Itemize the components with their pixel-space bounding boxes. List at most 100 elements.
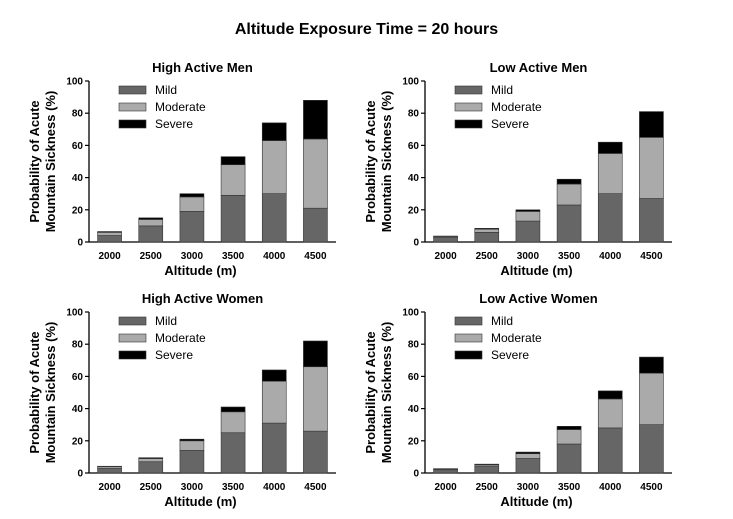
- panel-1-x-label: Altitude (m): [164, 263, 236, 278]
- panel-3-bar-severe-3500: [220, 406, 246, 413]
- panel-1-bar-severe-4500: [303, 100, 328, 140]
- panel-2-y-tick-label: 60: [408, 141, 420, 152]
- panel-4-y-label-line-2: Mountain Sickness (%): [379, 322, 394, 464]
- panel-4-bar-mild-2000: [433, 469, 458, 474]
- panel-3-y-tick-label: 80: [72, 340, 84, 351]
- panel-1-legend-label-mild: Mild: [155, 83, 177, 97]
- figure-title: Altitude Exposure Time = 20 hours: [234, 21, 499, 38]
- panel-4-legend-label-mild: Mild: [491, 314, 513, 328]
- panel-4-title: Low Active Women: [479, 291, 598, 306]
- panel-2-x-tick-label: 2000: [434, 251, 457, 262]
- panel-1-x-tick-label: 2000: [98, 251, 121, 262]
- panel-1-bar-mild-4500: [303, 207, 328, 243]
- panel-3-y-tick-label: 40: [72, 404, 84, 415]
- panel-1-bar-mild-2500: [138, 225, 164, 243]
- panel-3-bar-moderate-3000: [179, 440, 205, 451]
- panel-3-bar-severe-2500: [138, 457, 164, 459]
- panel-2-bar-severe-2500: [474, 228, 500, 230]
- panel-1-legend-swatch-mild: [118, 85, 147, 95]
- panel-3-bar-severe-4000: [261, 369, 287, 382]
- panel-1-bar-moderate-4000: [261, 140, 287, 195]
- panel-2-y-label-line-1: Probability of Acute: [363, 100, 378, 222]
- panel-1-x-tick-label: 3000: [181, 251, 204, 262]
- panel-3-legend-swatch-moderate: [118, 333, 147, 343]
- panel-1-bar-moderate-2000: [97, 232, 122, 236]
- panel-2-y-tick-label: 80: [408, 109, 420, 120]
- panel-2-bar-severe-4000: [597, 141, 623, 154]
- panel-3-bar-moderate-4000: [261, 380, 287, 424]
- panel-3-legend-swatch-severe: [118, 350, 147, 360]
- panel-4-x-tick-label: 3500: [558, 482, 581, 493]
- panel-2-bar-moderate-2500: [474, 228, 500, 233]
- panel-2-bar-mild-4500: [639, 198, 664, 243]
- panel-3-x-tick-label: 4500: [304, 482, 327, 493]
- panel-4-bar-severe-3000: [515, 451, 541, 454]
- panel-3-x-tick-label: 2000: [98, 482, 121, 493]
- panel-3-y-tick-label: 0: [77, 469, 83, 480]
- panel-2-y-tick-label: 40: [408, 173, 420, 184]
- panel-2-x-label: Altitude (m): [500, 263, 572, 278]
- panel-4-bar-moderate-4500: [639, 372, 664, 425]
- panel-4-bar-moderate-3000: [515, 453, 541, 459]
- panel-2-bar-moderate-4000: [597, 153, 623, 194]
- panel-3-bar-mild-4500: [303, 430, 328, 474]
- panel-2-bar-mild-3500: [556, 204, 582, 243]
- panel-4-legend-swatch-mild: [454, 316, 483, 326]
- panel-4-legend-swatch-moderate: [454, 333, 483, 343]
- panel-3-legend-label-mild: Mild: [155, 314, 177, 328]
- panel-1-bar-moderate-2500: [138, 219, 164, 227]
- panel-3-legend-label-severe: Severe: [155, 348, 193, 362]
- panel-1-title: High Active Men: [152, 60, 253, 75]
- panel-2-x-tick-label: 4500: [640, 251, 663, 262]
- panel-3-x-tick-label: 3500: [222, 482, 245, 493]
- panel-2-y-tick-label: 20: [408, 205, 420, 216]
- panel-3-bar-moderate-3500: [220, 411, 246, 434]
- panel-1-x-tick-label: 4500: [304, 251, 327, 262]
- panel-4-legend-swatch-severe: [454, 350, 483, 360]
- panel-4-bar-severe-3500: [556, 426, 582, 430]
- panel-2-legend-swatch-moderate: [454, 102, 483, 112]
- panel-2-x-tick-label: 2500: [476, 251, 499, 262]
- panel-3-y-tick-label: 60: [72, 372, 84, 383]
- panel-1-bar-mild-2000: [97, 235, 122, 243]
- panel-3-bar-mild-3500: [220, 432, 246, 474]
- panel-4-bar-mild-3500: [556, 443, 582, 474]
- panel-4-y-label-line-1: Probability of Acute: [363, 331, 378, 453]
- panel-1-bar-moderate-3000: [179, 196, 205, 212]
- panel-2-legend-swatch-severe: [454, 119, 483, 129]
- panel-1-y-label-line-1: Probability of Acute: [27, 100, 42, 222]
- panel-4-y-tick-label: 0: [413, 469, 419, 480]
- panel-1-x-tick-label: 2500: [140, 251, 163, 262]
- panel-4-x-tick-label: 3000: [517, 482, 540, 493]
- panel-1-bar-moderate-4500: [303, 138, 328, 209]
- panel-4-x-tick-label: 4000: [599, 482, 622, 493]
- panel-1-y-label-line-2: Mountain Sickness (%): [43, 91, 58, 233]
- panel-4-bar-moderate-3500: [556, 429, 582, 445]
- panel-3-y-label-line-1: Probability of Acute: [27, 331, 42, 453]
- panel-2-bar-moderate-3500: [556, 183, 582, 206]
- panel-4-y-tick-label: 40: [408, 404, 420, 415]
- panel-1-y-tick-label: 80: [72, 109, 84, 120]
- panel-2-bar-moderate-3000: [515, 211, 541, 222]
- panel-4-y-tick-label: 100: [402, 308, 419, 319]
- panel-4-bar-mild-4000: [597, 427, 623, 474]
- panel-1-x-tick-label: 4000: [263, 251, 286, 262]
- panel-3-x-tick-label: 2500: [140, 482, 163, 493]
- panel-1-bar-severe-3000: [179, 193, 205, 198]
- panel-1-bar-mild-3500: [220, 195, 246, 243]
- panel-2-bar-mild-4000: [597, 193, 623, 243]
- panel-1-legend-label-severe: Severe: [155, 117, 193, 131]
- panel-4-bar-severe-2500: [474, 463, 500, 466]
- panel-1-y-tick-label: 60: [72, 141, 84, 152]
- panel-1-y-tick-label: 20: [72, 205, 84, 216]
- panel-2-y-tick-label: 100: [402, 77, 419, 88]
- panel-2-legend-swatch-mild: [454, 85, 483, 95]
- panel-4-bar-mild-3000: [515, 458, 541, 474]
- panel-3-bar-severe-4500: [303, 340, 328, 368]
- panel-2-bar-mild-2000: [433, 236, 458, 243]
- panel-4-x-tick-label: 4500: [640, 482, 663, 493]
- panel-2-x-tick-label: 3000: [517, 251, 540, 262]
- panel-4-y-tick-label: 20: [408, 436, 420, 447]
- panel-4-x-label: Altitude (m): [500, 494, 572, 509]
